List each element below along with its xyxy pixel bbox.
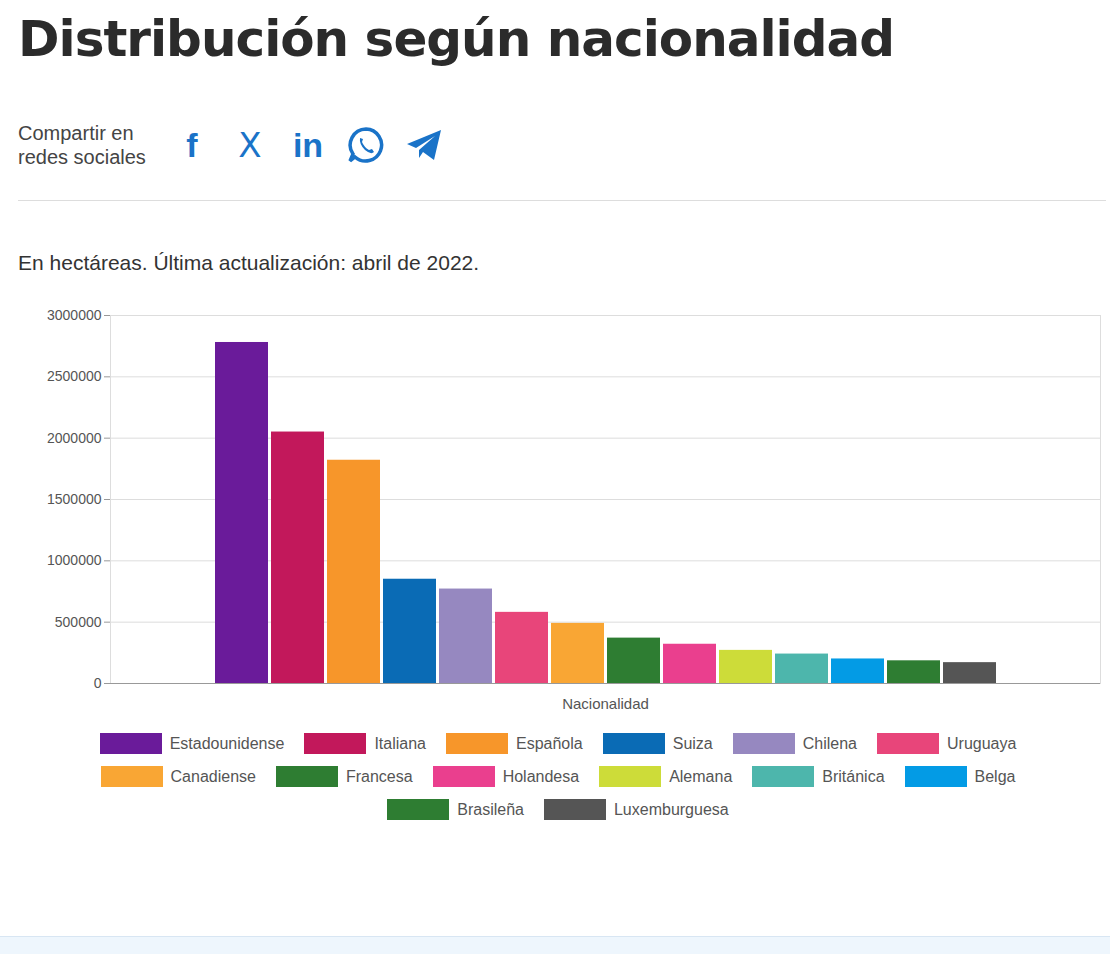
svg-text:Nacionalidad: Nacionalidad xyxy=(562,695,649,712)
html-text:Brasileña: Brasileña xyxy=(457,800,524,818)
html-text:Uruguaya: Uruguaya xyxy=(947,734,1017,752)
svg-text:2500000: 2500000 xyxy=(47,368,102,384)
svg-text:500000: 500000 xyxy=(55,614,102,630)
html-text:En hectáreas. Última actualiza: En hectáreas. Última actualización: abri… xyxy=(18,251,480,274)
html-text:Española: Española xyxy=(516,734,583,752)
html-text:Luxemburguesa: Luxemburguesa xyxy=(614,800,729,818)
svg-text:1000000: 1000000 xyxy=(47,552,102,568)
html-text:Italiana: Italiana xyxy=(374,734,426,752)
html-text:Alemana: Alemana xyxy=(669,767,733,785)
svg-text:1500000: 1500000 xyxy=(47,491,102,507)
html-text:Distribución según nacionalida: Distribución según nacionalidad xyxy=(18,10,895,68)
html-text:Canadiense: Canadiense xyxy=(170,767,256,785)
html-text:in: in xyxy=(292,125,324,164)
svg-text:3000000: 3000000 xyxy=(47,307,102,323)
html-text:Belga: Belga xyxy=(974,767,1016,785)
html-text:Compartir en redes sociales: Compartir en redes sociales xyxy=(18,122,146,168)
html-text:X: X xyxy=(238,125,262,165)
html-text:Estadounidense: Estadounidense xyxy=(169,734,285,752)
html-text:Francesa: Francesa xyxy=(345,767,413,785)
svg-text:0: 0 xyxy=(94,675,102,691)
html-text:f: f xyxy=(186,125,198,164)
html-text:Holandesa: Holandesa xyxy=(502,767,580,785)
html-text:Chilena: Chilena xyxy=(802,734,857,752)
html-text:Suiza: Suiza xyxy=(672,734,713,752)
svg-text:2000000: 2000000 xyxy=(47,430,102,446)
html-text:Británica: Británica xyxy=(822,767,885,785)
